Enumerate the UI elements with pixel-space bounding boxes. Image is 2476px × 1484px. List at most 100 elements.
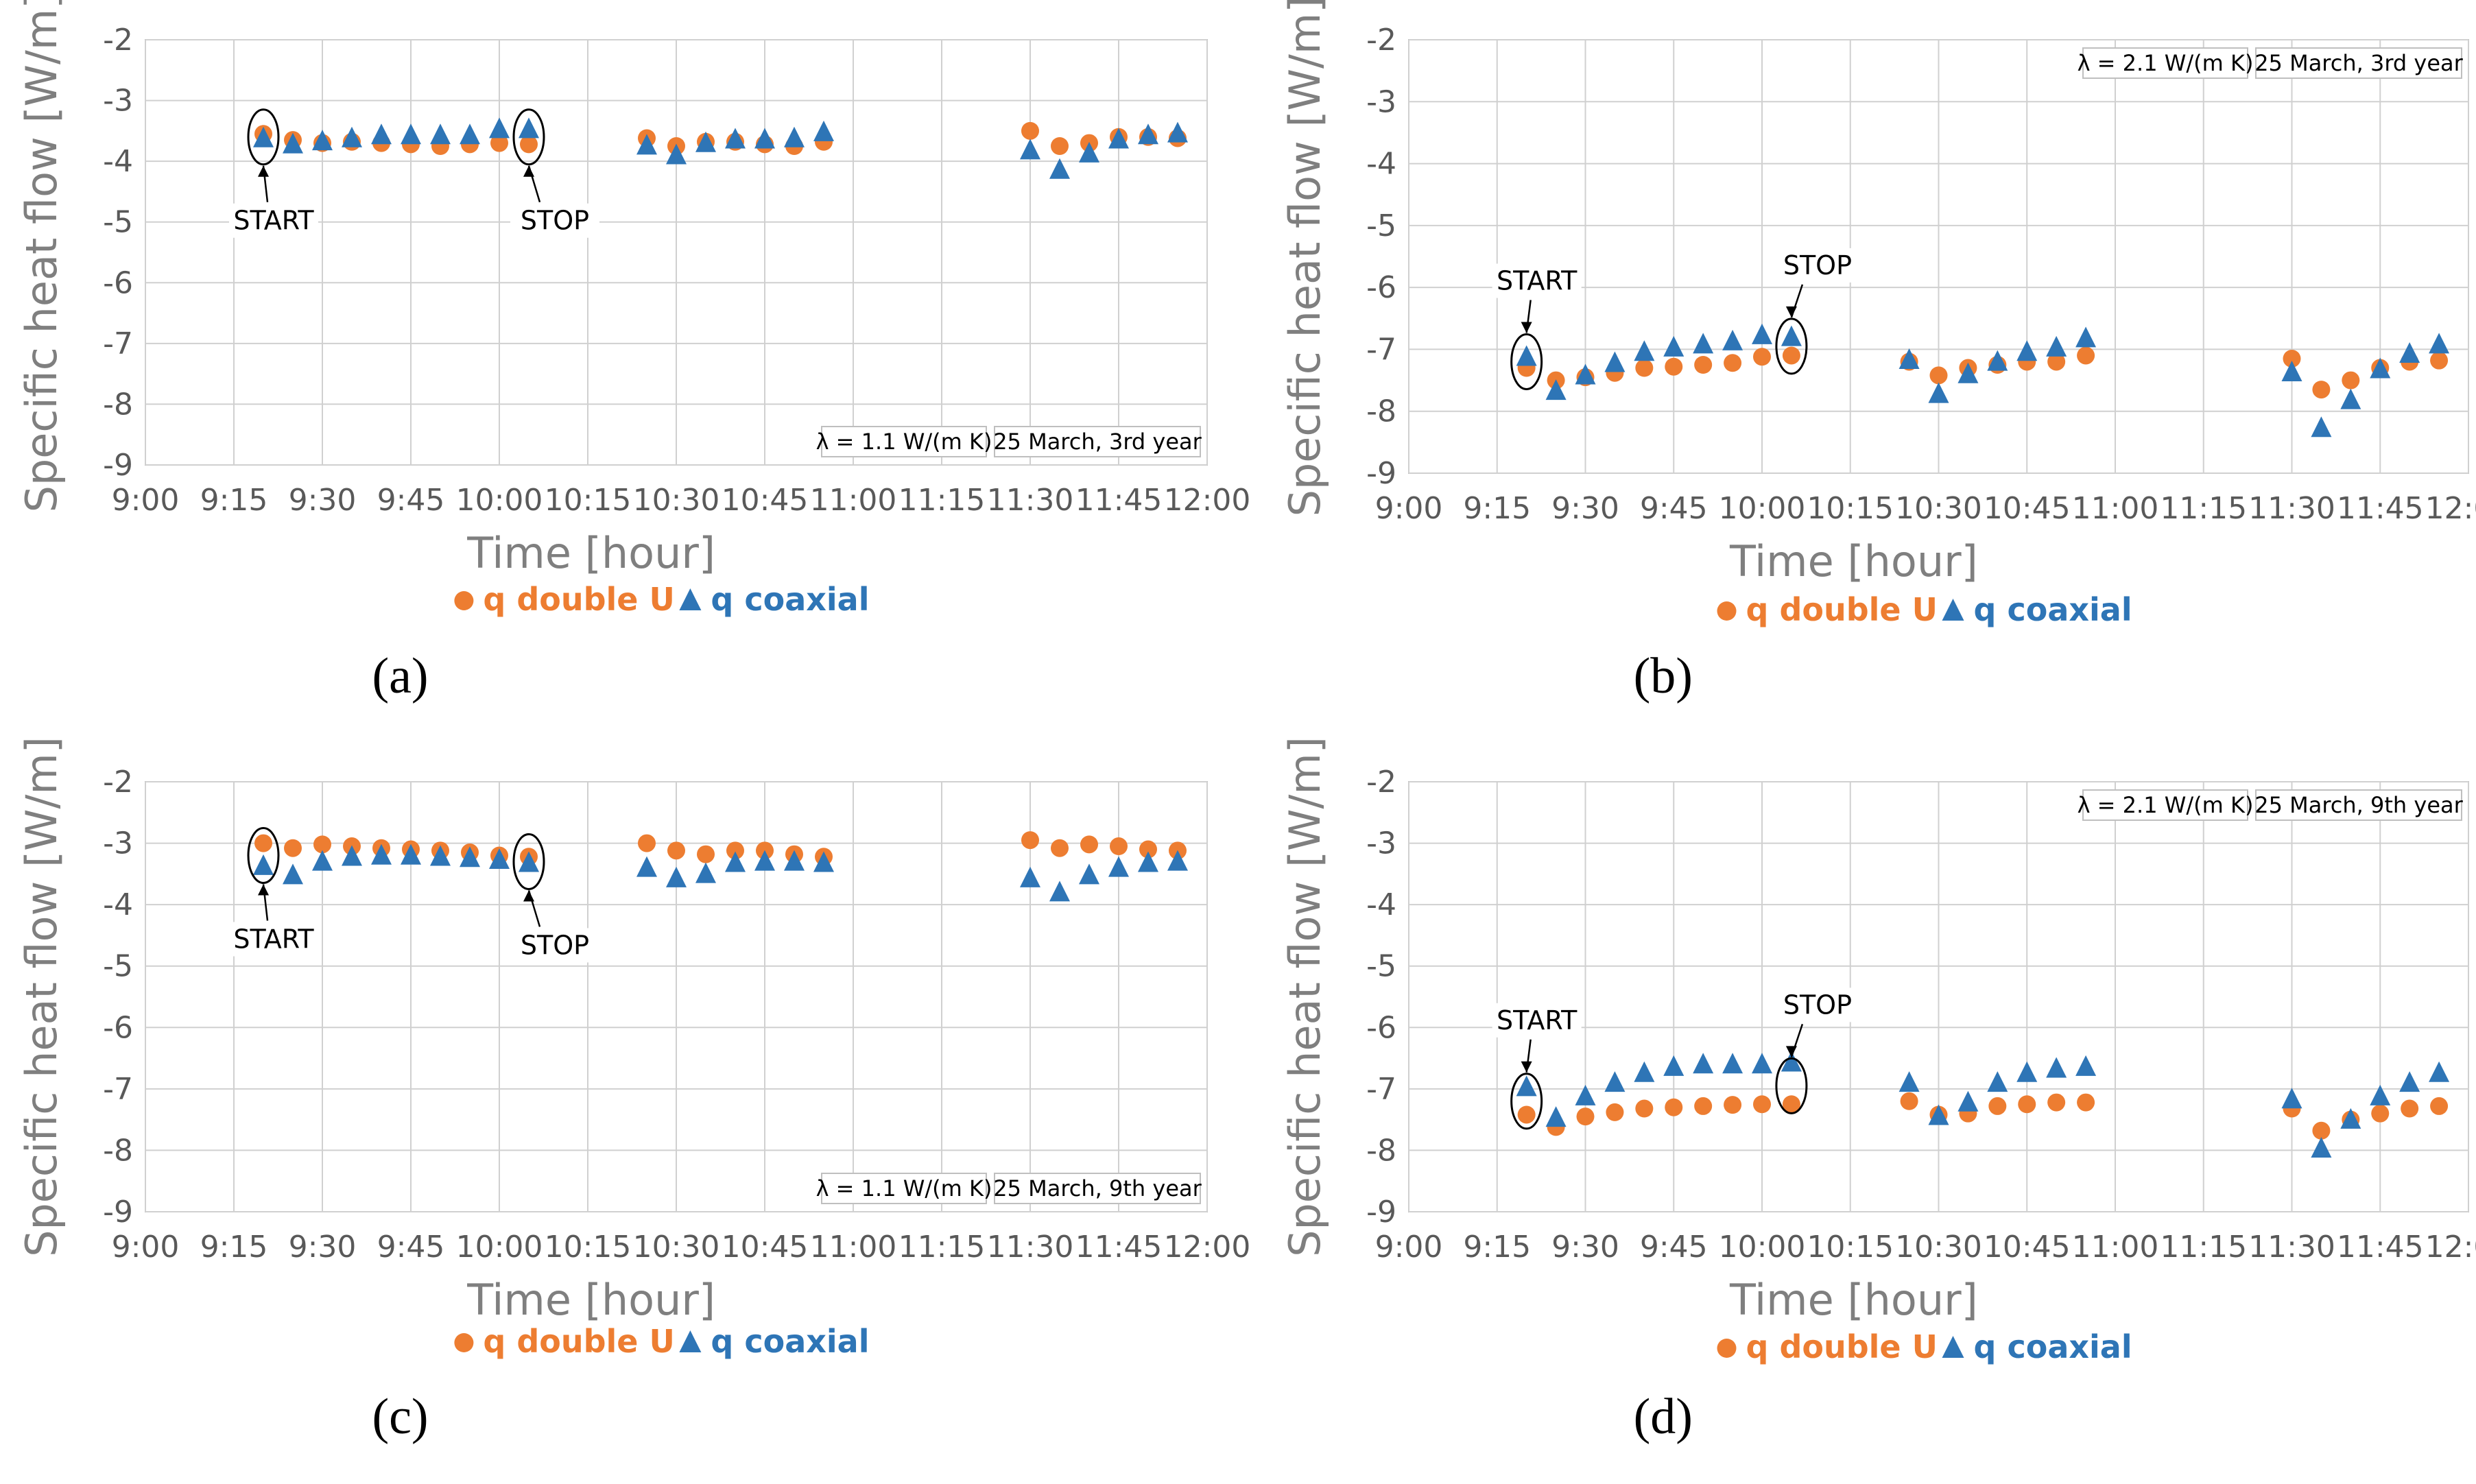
x-tick-label: 10:15: [545, 483, 632, 518]
point-q-coaxial: [1957, 1090, 1979, 1112]
start-arrow-head: [1521, 1061, 1532, 1073]
y-axis-title: Specific heat flow [W/m]: [16, 0, 67, 512]
point-q-coaxial: [2075, 1055, 2097, 1076]
stop-label: STOP: [521, 206, 589, 236]
point-q-coaxial: [1108, 128, 1129, 149]
x-tick-label: 9:45: [1640, 1230, 1708, 1265]
start-label-bg: [1492, 263, 1582, 298]
point-q-double-u: [667, 841, 685, 860]
x-tick-label: 10:15: [545, 1230, 632, 1265]
y-tick-label: -9: [1366, 1195, 1396, 1230]
point-q-coaxial: [1138, 123, 1158, 145]
x-tick-label: 12:00: [1164, 483, 1251, 518]
y-axis-title: Specific heat flow [W/m]: [16, 737, 67, 1257]
panel-label: (c): [372, 1389, 428, 1445]
start-ellipse: [247, 108, 280, 166]
point-q-coaxial: [2311, 416, 2332, 438]
point-q-double-u: [2312, 381, 2331, 399]
point-q-double-u: [1021, 121, 1039, 140]
y-tick-label: -2: [103, 23, 133, 58]
point-q-coaxial: [460, 846, 480, 867]
info-lambda-text: λ = 1.1 W/(m K): [816, 429, 992, 455]
point-q-double-u: [490, 134, 508, 152]
chart-panel-c: -2-3-4-5-6-7-8-99:00 9:15 9:30 9:45 10:00 10:…: [16, 737, 1250, 1445]
point-q-coaxial: [1020, 139, 1040, 160]
point-q-coaxial: [725, 851, 746, 872]
point-q-coaxial: [2429, 1061, 2450, 1082]
point-q-double-u: [2077, 346, 2095, 365]
point-q-coaxial: [2340, 1108, 2361, 1129]
point-q-coaxial: [489, 117, 510, 139]
stop-ellipse: [1775, 318, 1808, 375]
point-q-coaxial: [2399, 1071, 2420, 1092]
point-q-coaxial: [1079, 863, 1099, 885]
point-q-coaxial: [2370, 357, 2391, 379]
point-q-coaxial: [2340, 388, 2361, 409]
stop-label: STOP: [521, 930, 589, 960]
start-label: START: [1497, 265, 1578, 296]
x-tick-label: 11:00: [810, 1230, 897, 1265]
point-q-coaxial: [430, 845, 451, 866]
x-tick-label: 9:30: [1551, 1230, 1619, 1265]
start-label: START: [233, 924, 314, 954]
point-q-coaxial: [1167, 121, 1188, 143]
stop-arrow-head: [523, 890, 534, 902]
point-q-coaxial: [460, 123, 480, 145]
point-q-double-u: [2018, 1095, 2036, 1114]
point-q-coaxial: [1752, 1053, 1772, 1074]
y-tick-label: -2: [103, 765, 133, 800]
y-tick-label: -6: [103, 1010, 133, 1045]
point-q-coaxial: [1898, 1071, 1920, 1092]
point-q-coaxial: [1020, 866, 1040, 887]
point-q-coaxial: [1516, 1075, 1537, 1097]
point-q-double-u: [2077, 1093, 2095, 1112]
point-q-coaxial: [253, 126, 274, 147]
point-q-coaxial: [1108, 856, 1129, 877]
point-q-double-u: [1606, 1103, 1624, 1121]
legend-label-coaxial: q coaxial: [711, 581, 869, 618]
x-tick-label: 9:30: [289, 483, 357, 518]
legend-label-coaxial: q coaxial: [1974, 1328, 2132, 1365]
x-tick-label: 11:45: [1075, 1230, 1163, 1265]
point-q-coaxial: [283, 132, 303, 154]
y-tick-label: -6: [103, 265, 133, 300]
y-tick-label: -8: [103, 1133, 133, 1168]
start-arrow-head: [258, 165, 269, 177]
legend-label-double-u: q double U: [483, 581, 674, 618]
x-tick-label: 10:45: [1984, 491, 2071, 526]
x-tick-label: 12:00: [2425, 1230, 2476, 1265]
legend-marker-double-u: [454, 1333, 474, 1352]
point-q-double-u: [1051, 137, 1069, 155]
info-lambda-text: λ = 1.1 W/(m K): [816, 1175, 992, 1201]
stop-ellipse: [512, 833, 545, 890]
point-q-coaxial: [1049, 158, 1070, 179]
point-q-coaxial: [1663, 1055, 1685, 1076]
point-q-double-u: [313, 835, 331, 854]
x-tick-label: 10:45: [1984, 1230, 2071, 1265]
y-axis-title: Specific heat flow [W/m]: [1280, 737, 1330, 1257]
point-q-double-u: [1694, 1097, 1713, 1115]
x-tick-label: 11:30: [987, 483, 1074, 518]
point-q-coaxial: [2281, 361, 2302, 382]
point-q-double-u: [1576, 1108, 1595, 1126]
point-q-double-u: [1635, 359, 1654, 377]
x-tick-label: 10:00: [456, 1230, 543, 1265]
y-tick-label: -8: [1366, 1133, 1396, 1168]
start-ellipse: [1510, 333, 1543, 390]
y-tick-label: -3: [1366, 826, 1396, 861]
stop-label-bg: [1772, 248, 1862, 283]
x-tick-label: 10:45: [722, 483, 809, 518]
point-q-coaxial: [519, 851, 539, 872]
chart-panel-d: -2-3-4-5-6-7-8-99:00 9:15 9:30 9:45 10:00 10:…: [1280, 737, 2476, 1445]
panel-label: (d): [1634, 1389, 1693, 1445]
point-q-double-u: [1517, 1105, 1536, 1124]
y-tick-label: -6: [1366, 270, 1396, 305]
point-q-coaxial: [489, 848, 510, 869]
stop-arrow-head: [1785, 1046, 1797, 1057]
x-tick-label: 12:00: [2425, 491, 2476, 526]
point-q-coaxial: [1138, 851, 1158, 872]
point-q-double-u: [2047, 352, 2066, 371]
point-q-double-u: [1724, 1096, 1742, 1114]
y-tick-label: -6: [1366, 1010, 1396, 1045]
x-tick-label: 10:30: [1895, 1230, 1982, 1265]
